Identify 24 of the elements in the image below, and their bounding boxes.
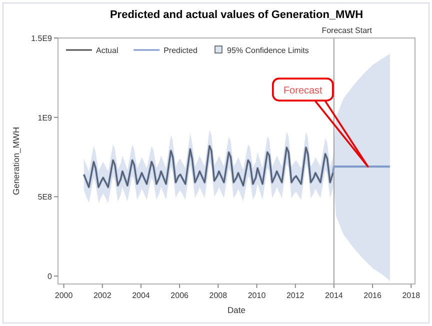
y-tick-label: 1.5E9 <box>31 34 53 43</box>
x-axis-title: Date <box>228 305 246 315</box>
x-tick-label: 2014 <box>325 291 344 300</box>
x-tick-label: 2002 <box>93 291 112 300</box>
y-axis-title: Generation_MWH <box>11 126 21 196</box>
legend-title: 95% Confidence Limits <box>227 46 309 55</box>
chart-title: Predicted and actual values of Generation_MWH <box>110 9 364 21</box>
legend-label: Actual <box>96 46 118 55</box>
x-tick-label: 2004 <box>132 291 150 300</box>
y-tick-label: 1E9 <box>38 113 53 122</box>
x-tick-label: 2010 <box>248 291 266 300</box>
x-tick-label: 2000 <box>54 291 74 300</box>
x-tick-label: 2006 <box>170 291 190 300</box>
annotation: Forecast <box>283 86 323 97</box>
legend-label: Predicted <box>164 46 198 55</box>
y-tick-label: 5E8 <box>38 192 53 202</box>
x-tick-label: 2016 <box>364 291 382 300</box>
x-tick-label: 2012 <box>286 291 305 300</box>
line-series <box>82 144 392 188</box>
x-tick-label: 2018 <box>402 291 421 300</box>
ref-line-label: Forecast Start <box>322 26 373 35</box>
y-tick-label: 0 <box>48 272 53 282</box>
line-series <box>83 145 334 188</box>
x-tick-label: 2008 <box>209 291 228 300</box>
